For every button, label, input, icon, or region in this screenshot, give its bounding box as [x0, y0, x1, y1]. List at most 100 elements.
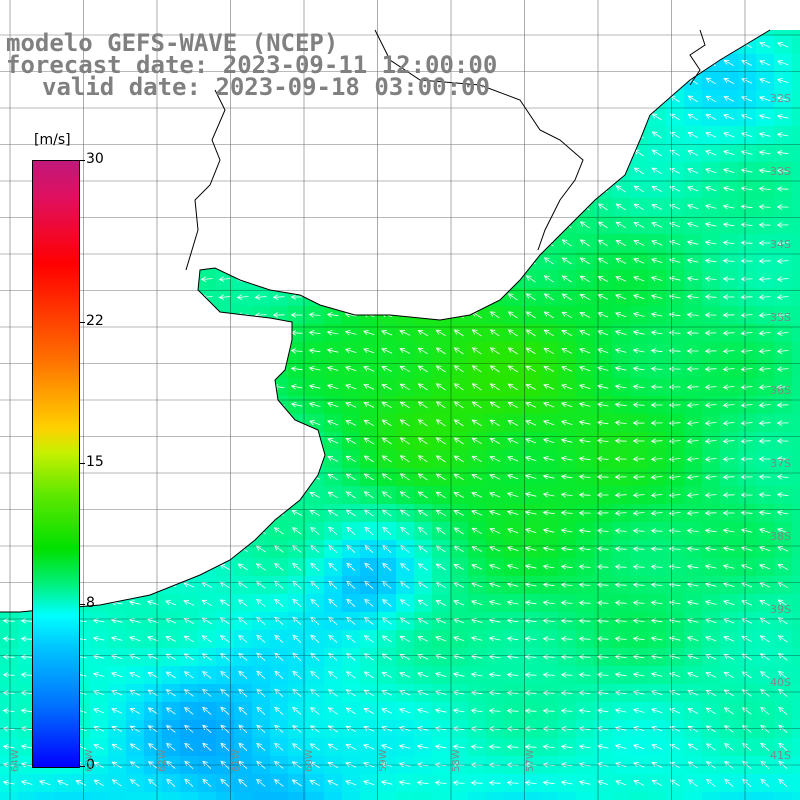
- wind-arrow: [524, 744, 537, 750]
- wind-arrow: [778, 706, 788, 715]
- wind-arrow: [525, 384, 536, 390]
- wind-arrow: [39, 780, 51, 786]
- wind-arrow: [327, 780, 339, 786]
- wind-arrow: [416, 708, 429, 714]
- wind-arrow: [434, 744, 447, 750]
- field-cell: [792, 72, 800, 91]
- wind-arrow: [489, 474, 501, 480]
- wind-arrow: [363, 509, 374, 517]
- wind-arrow: [651, 258, 663, 264]
- wind-arrow: [686, 582, 699, 588]
- wind-arrow: [489, 528, 501, 534]
- field-cell: [342, 792, 361, 800]
- wind-arrow: [776, 96, 789, 102]
- wind-arrow: [507, 420, 519, 426]
- wind-arrow: [776, 312, 789, 318]
- wind-arrow: [705, 690, 716, 696]
- wind-arrow: [651, 149, 662, 157]
- field-cell: [414, 792, 433, 800]
- wind-arrow: [506, 672, 519, 678]
- wind-arrow: [237, 599, 248, 607]
- wind-arrow: [398, 780, 411, 786]
- field-cell: [792, 630, 800, 649]
- wind-arrow: [651, 113, 662, 121]
- wind-arrow: [758, 330, 771, 336]
- wind-arrow: [507, 528, 519, 534]
- wind-arrow: [542, 456, 555, 462]
- wind-arrow: [417, 419, 428, 427]
- wind-arrow: [686, 330, 699, 336]
- field-cell: [792, 378, 800, 397]
- wind-arrow: [328, 671, 338, 679]
- wind-arrow: [292, 688, 302, 697]
- wind-arrow: [561, 275, 572, 283]
- wind-arrow: [310, 598, 320, 607]
- wind-arrow: [470, 672, 483, 678]
- wind-arrow: [686, 528, 699, 534]
- wind-arrow: [345, 707, 356, 715]
- wind-arrow: [345, 438, 356, 444]
- wind-arrow: [596, 456, 609, 462]
- wind-arrow: [327, 384, 339, 390]
- wind-arrow: [453, 510, 465, 516]
- wind-arrow: [507, 293, 518, 301]
- field-cell: [792, 414, 800, 433]
- wind-arrow: [219, 599, 230, 607]
- wind-arrow: [579, 348, 591, 354]
- wind-arrow: [381, 401, 393, 409]
- field-cell: [54, 792, 73, 800]
- wind-arrow: [758, 438, 771, 444]
- wind-arrow: [292, 616, 302, 625]
- field-cell: [792, 468, 800, 487]
- wind-arrow: [614, 636, 627, 642]
- wind-arrow: [542, 780, 555, 786]
- field-cell: [792, 648, 800, 667]
- wind-arrow: [722, 438, 735, 444]
- wind-arrow: [722, 420, 735, 426]
- wind-arrow: [220, 670, 230, 679]
- wind-arrow: [776, 258, 789, 264]
- wind-arrow: [470, 636, 483, 642]
- field-cell: [486, 792, 505, 800]
- field-cell: [792, 126, 800, 145]
- wind-arrow: [632, 636, 645, 642]
- wind-arrow: [543, 311, 554, 319]
- wind-arrow: [614, 528, 627, 534]
- wind-arrow: [560, 420, 573, 426]
- wind-arrow: [290, 312, 303, 318]
- wind-arrow: [417, 672, 429, 678]
- wind-arrow: [560, 780, 573, 786]
- wind-arrow: [650, 456, 663, 462]
- wind-arrow: [615, 185, 626, 193]
- wind-arrow: [238, 670, 248, 679]
- wind-arrow: [614, 564, 627, 570]
- wind-arrow: [705, 636, 717, 642]
- wind-arrow: [489, 492, 501, 498]
- legend-tick-label: 8: [86, 595, 95, 612]
- wind-arrow: [614, 438, 627, 444]
- wind-arrow: [236, 294, 249, 300]
- wind-arrow: [57, 780, 69, 786]
- wind-arrow: [2, 690, 15, 696]
- field-cell: [792, 216, 800, 235]
- longitude-label: 60W: [304, 749, 315, 772]
- wind-arrow: [760, 778, 770, 787]
- wind-arrow: [776, 276, 789, 282]
- field-cell: [18, 792, 37, 800]
- wind-arrow: [632, 672, 645, 678]
- wind-arrow: [93, 726, 105, 732]
- wind-arrow: [489, 383, 500, 391]
- wind-arrow: [489, 456, 501, 462]
- wind-arrow: [579, 275, 590, 283]
- wind-arrow: [578, 690, 591, 696]
- wind-arrow: [183, 689, 194, 697]
- wind-arrow: [507, 438, 519, 444]
- wind-arrow: [686, 420, 699, 426]
- wind-arrow: [524, 672, 537, 678]
- wind-arrow: [399, 419, 410, 427]
- wind-arrow: [218, 276, 231, 282]
- wind-arrow: [507, 492, 519, 498]
- wind-arrow: [560, 546, 573, 552]
- wind-arrow: [740, 258, 753, 264]
